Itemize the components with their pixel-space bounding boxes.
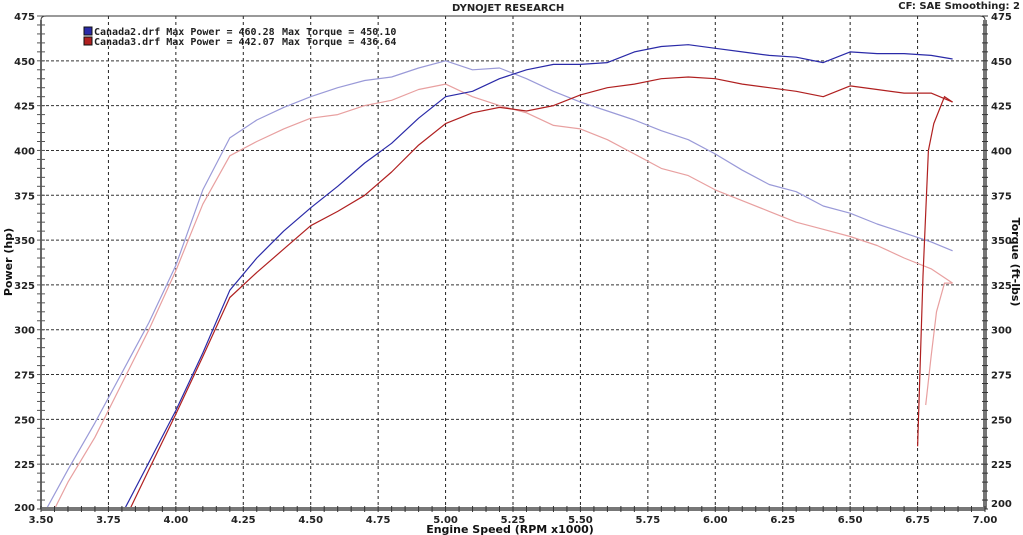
y-tick-label: 325 xyxy=(14,281,35,292)
y2-tick-label: 350 xyxy=(991,236,1012,247)
legend-swatch-canada3 xyxy=(83,36,93,46)
y2-tick-label: 375 xyxy=(991,191,1012,202)
y2-tick-label: 325 xyxy=(991,281,1012,292)
x-tick-label: 6.25 xyxy=(770,515,795,526)
axes: 3.50 3.75 4.00 4.25 4.50 4.75 5.00 5.25 5.50 5.75… xyxy=(14,12,1012,526)
y2-axis-label: Torque (ft-lbs) xyxy=(1009,218,1022,307)
series-tail-line xyxy=(917,95,953,447)
legend-torque-canada2: Max Torque = 450.10 xyxy=(282,27,396,38)
x-tick-label: 6.50 xyxy=(838,515,863,526)
legend: Canada2.drf Max Power = 460.28 Max Torqu… xyxy=(83,26,396,48)
y-tick-label: 275 xyxy=(14,371,35,382)
y-tick-label: 250 xyxy=(14,415,35,426)
y-tick-label: 200 xyxy=(14,503,35,514)
legend-torque-canada3: Max Torque = 436.64 xyxy=(282,37,396,48)
series-line xyxy=(45,60,953,510)
series-line xyxy=(129,76,953,510)
x-tick-label: 3.75 xyxy=(96,515,121,526)
x-tick-label: 6.75 xyxy=(905,515,930,526)
y-tick-label: 475 xyxy=(14,12,35,23)
series-lines xyxy=(45,44,953,510)
x-tick-label: 4.50 xyxy=(298,515,323,526)
x-tick-label: 4.75 xyxy=(366,515,391,526)
y-tick-label: 450 xyxy=(14,57,35,68)
y2-tick-label: 250 xyxy=(991,415,1012,426)
x-tick-label: 7.00 xyxy=(973,515,998,526)
x-tick-label: 6.00 xyxy=(703,515,728,526)
y2-tick-label: 200 xyxy=(991,499,1012,510)
y2-tick-label: 450 xyxy=(991,57,1012,68)
y-tick-label: 375 xyxy=(14,191,35,202)
y2-tick-label: 475 xyxy=(991,12,1012,23)
y2-tick-label: 300 xyxy=(991,326,1012,337)
x-tick-label: 4.00 xyxy=(164,515,189,526)
x-tick-label: 3.50 xyxy=(29,515,54,526)
series-tail-line xyxy=(925,282,953,406)
y-tick-label: 350 xyxy=(14,236,35,247)
y-axis-label: Power (hp) xyxy=(2,228,15,296)
chart-title: DYNOJET RESEARCH xyxy=(452,3,564,14)
x-axis-label: Engine Speed (RPM x1000) xyxy=(426,523,594,535)
y2-tick-label: 400 xyxy=(991,146,1012,157)
x-tick-label: 4.25 xyxy=(231,515,256,526)
series-line xyxy=(124,44,953,510)
x-tick-label: 5.00 xyxy=(433,515,458,526)
grid-lines xyxy=(41,16,985,509)
y-tick-label: 400 xyxy=(14,146,35,157)
legend-item-canada2: Canada2.drf Max Power = 460.28 xyxy=(94,27,275,38)
y2-tick-label: 275 xyxy=(991,371,1012,382)
y-tick-label: 300 xyxy=(14,326,35,337)
legend-swatch-canada2 xyxy=(83,26,93,36)
legend-item-canada3: Canada3.drf Max Power = 442.07 xyxy=(94,37,275,48)
x-tick-label: 5.50 xyxy=(568,515,593,526)
series-line xyxy=(53,83,953,510)
x-tick-label: 5.75 xyxy=(636,515,661,526)
chart-settings: CF: SAE Smoothing: 2 xyxy=(898,1,1020,12)
y-tick-label: 225 xyxy=(14,460,35,471)
y2-tick-label: 225 xyxy=(991,460,1012,471)
x-tick-label: 5.25 xyxy=(501,515,526,526)
y-tick-label: 425 xyxy=(14,102,35,113)
plot-frame-top xyxy=(40,15,986,21)
y2-tick-label: 425 xyxy=(991,102,1012,113)
